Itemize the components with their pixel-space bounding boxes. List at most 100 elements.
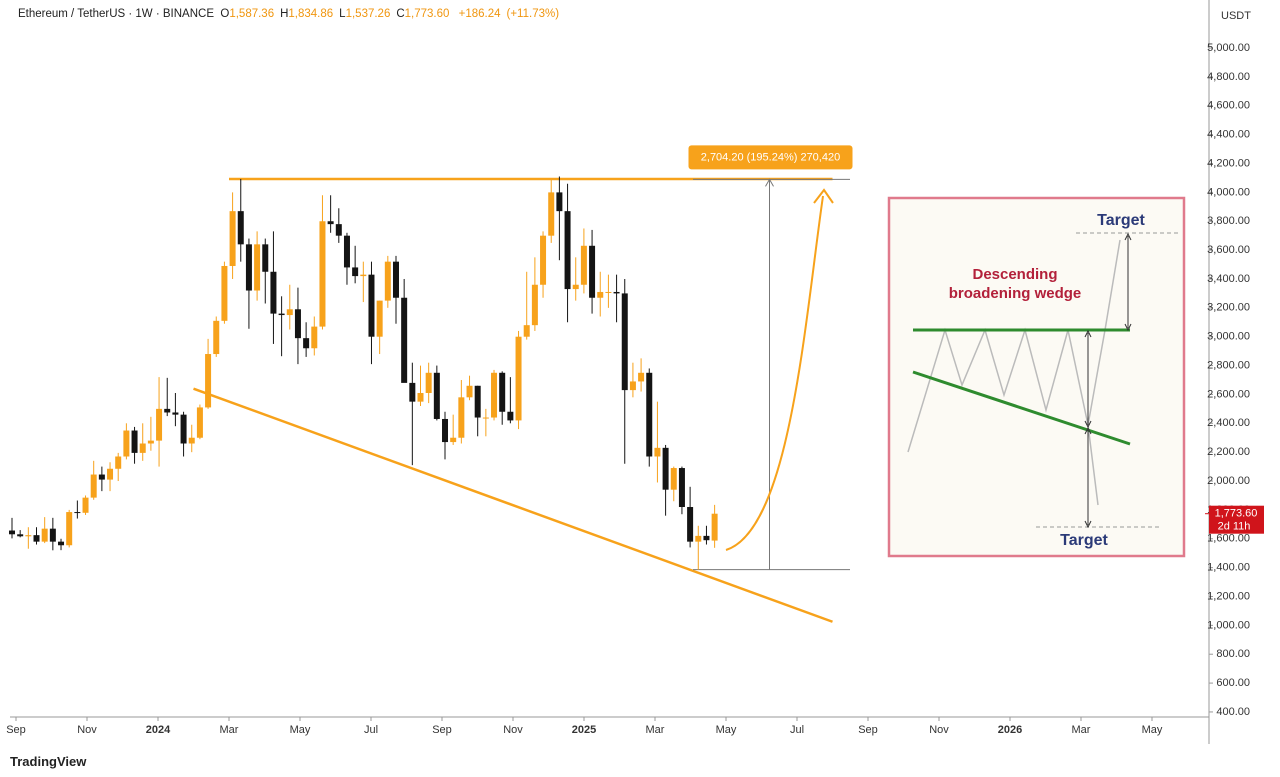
candle-body (597, 291, 604, 298)
candle-body (499, 372, 506, 412)
inset-target: Target (1060, 532, 1108, 549)
y-tick-label: 4,000.00 (1207, 186, 1250, 198)
candle-body (41, 528, 48, 542)
candle-body (417, 392, 424, 402)
y-tick-label: 3,600.00 (1207, 244, 1250, 256)
ohlc-name: O (220, 8, 230, 20)
change: +186.24 (458, 8, 501, 20)
candle-body (107, 468, 114, 480)
candle-body (401, 297, 408, 383)
candle-body (82, 497, 89, 513)
y-tick-label: 1,400.00 (1207, 562, 1250, 574)
x-tick-label: Sep (432, 724, 452, 736)
candle-body (629, 381, 636, 391)
candle-body (172, 412, 179, 415)
candle-body (654, 447, 661, 457)
candle-body (368, 274, 375, 337)
y-tick-label: 4,200.00 (1207, 157, 1250, 169)
candle-body (507, 411, 514, 421)
candle-body (245, 244, 252, 291)
y-tick-label: 2,200.00 (1207, 446, 1250, 458)
measure-arrowhead (765, 178, 774, 187)
candle-body (711, 513, 718, 541)
candle-body (703, 535, 710, 541)
y-tick-label: 2,600.00 (1207, 388, 1250, 400)
candle-body (580, 245, 587, 285)
header: Ethereum / TetherUS · 1W · BINANCE O1,58… (18, 8, 565, 20)
x-tick-label: Mar (646, 724, 665, 736)
inset-support (912, 370, 1131, 446)
candle-body (254, 244, 261, 291)
y-tick-label: 5,000.00 (1207, 42, 1250, 54)
candle-body (335, 224, 342, 236)
candle-body (25, 535, 32, 537)
x-tick-label: Mar (1072, 724, 1091, 736)
candle-body (343, 235, 350, 268)
candle-body (662, 447, 669, 490)
y-tick-label: 3,800.00 (1207, 215, 1250, 227)
candle-body (482, 417, 489, 419)
candle-body (303, 338, 310, 349)
candle-body (670, 468, 677, 490)
y-tick-label: 2,800.00 (1207, 359, 1250, 371)
candle-body (687, 507, 694, 542)
y-unit: USDT (1221, 10, 1251, 22)
candle-body (360, 274, 367, 277)
y-tick-label: 3,000.00 (1207, 331, 1250, 343)
y-tick-label: 4,600.00 (1207, 100, 1250, 112)
y-tick-label: 4,800.00 (1207, 71, 1250, 83)
candle-body (9, 530, 15, 535)
candle-body (262, 244, 269, 272)
candle-body (229, 211, 236, 266)
y-tick-label: 800.00 (1216, 648, 1250, 660)
last-price-box (1209, 505, 1264, 534)
inset-arrows (1084, 232, 1132, 529)
candle-body (156, 408, 163, 441)
candle-body (638, 372, 645, 382)
x-tick-label: Sep (6, 724, 26, 736)
x-tick-label: Mar (220, 724, 239, 736)
x-tick-label: Nov (77, 724, 97, 736)
candle-body (66, 512, 73, 546)
x-tick-label: 2026 (998, 724, 1022, 736)
candle-body (139, 443, 146, 453)
ohlc-value: 1,587.36 (229, 8, 275, 20)
candle-body (188, 437, 195, 444)
candle-body (646, 372, 653, 457)
candle-body (131, 430, 138, 453)
measure-label: 2,704.20 (195.24%) 270,420 (701, 151, 840, 163)
ohlc-name: L (339, 8, 346, 20)
measure-label-box (688, 145, 853, 170)
candle-body (474, 385, 481, 418)
x-tick-label: Nov (503, 724, 523, 736)
y-tick-label: 3,400.00 (1207, 273, 1250, 285)
y-tick-label: 1,000.00 (1207, 619, 1250, 631)
y-tick-label: 1,200.00 (1207, 590, 1250, 602)
candle-body (221, 265, 228, 321)
candle-body (49, 528, 56, 542)
candle-body (695, 535, 702, 542)
y-tick-label: 2,000.00 (1207, 475, 1250, 487)
candle-body (90, 474, 97, 498)
candle-body (450, 437, 457, 443)
inset-diagram: Target Descending broadening wedge Targe… (887, 196, 1186, 558)
candle-body (523, 325, 530, 337)
candle-body (392, 261, 399, 298)
candle-body (458, 397, 465, 438)
candle-body (572, 284, 579, 290)
inset-title: Descending (972, 266, 1057, 283)
inset-title: broadening wedge (949, 285, 1082, 302)
x-tick-label: Jul (790, 724, 804, 736)
candle-body (98, 474, 105, 480)
y-tick-label: 3,200.00 (1207, 302, 1250, 314)
candle-body (589, 245, 596, 298)
candle-body (237, 211, 244, 245)
symbol: Ethereum / TetherUS · 1W · BINANCE (18, 8, 214, 20)
trendline (193, 387, 833, 623)
ohlc-value: 1,834.86 (288, 8, 334, 20)
x-tick-label: May (1142, 724, 1163, 736)
candle-body (213, 320, 220, 355)
x-tick-label: Nov (929, 724, 949, 736)
